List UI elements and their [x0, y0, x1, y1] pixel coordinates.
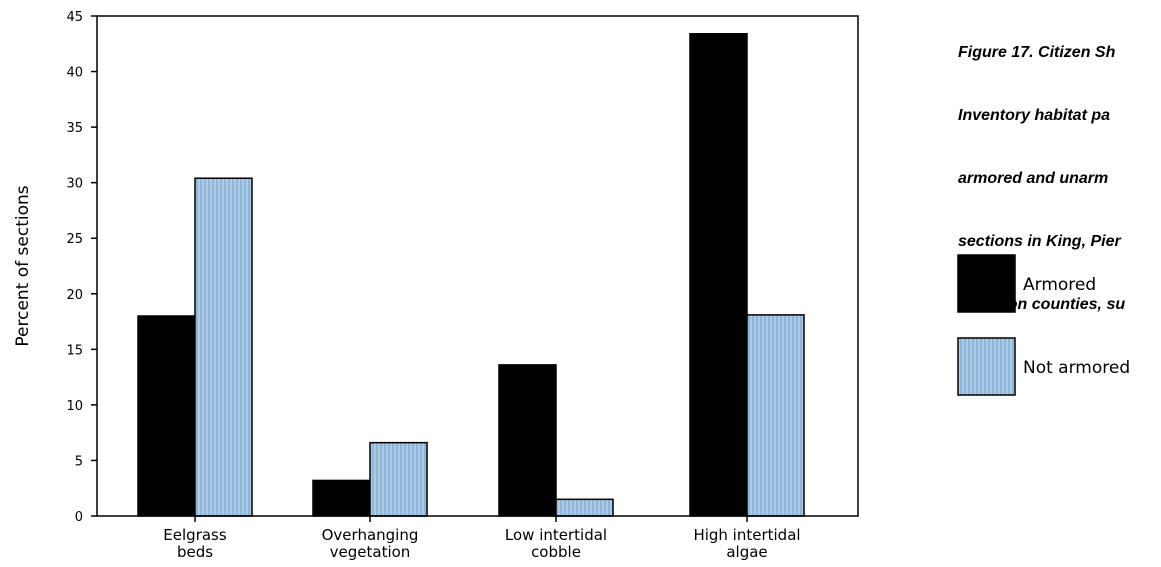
caption-line-1: Figure 17. Citizen Sh: [958, 44, 1116, 61]
x-category-label-1-1: vegetation: [330, 543, 411, 561]
legend-label-1: Not armored: [1023, 358, 1130, 378]
y-tick-label-20: 20: [66, 288, 83, 303]
y-tick-label-0: 0: [75, 510, 83, 525]
y-tick-label-15: 15: [66, 343, 83, 358]
plot-frame: [96, 15, 859, 517]
x-category-label-3-0: High intertidal: [693, 526, 800, 544]
legend-label-0: Armored: [1023, 275, 1096, 295]
legend-swatch-1: [957, 337, 1016, 396]
x-category-label-2-1: cobble: [531, 543, 581, 561]
bar-not-armored-2: [555, 498, 614, 517]
x-category-label-0-0: Eelgrass: [163, 526, 227, 544]
y-tick-label-35: 35: [66, 121, 83, 136]
x-category-label-2-0: Low intertidal: [505, 526, 607, 544]
bar-not-armored-3: [746, 314, 805, 517]
bars-layer: [137, 33, 805, 517]
caption-line-4: sections in King, Pier: [958, 233, 1121, 250]
bar-armored-2: [498, 364, 557, 517]
bar-armored-0: [137, 315, 196, 517]
y-axis-label: Percent of sections: [13, 185, 33, 346]
x-category-label-3-1: algae: [726, 543, 767, 561]
legend-swatch-0: [957, 254, 1016, 313]
axes-layer: [91, 15, 859, 522]
caption-line-2: Inventory habitat pa: [958, 107, 1111, 124]
x-category-label-1-0: Overhanging: [322, 526, 419, 544]
legend: Armored Not armored: [957, 254, 1130, 396]
y-tick-label-40: 40: [66, 66, 83, 81]
bar-armored-3: [689, 33, 748, 517]
y-tick-label-25: 25: [66, 232, 83, 247]
x-category-label-0-1: beds: [177, 543, 213, 561]
y-tick-label-45: 45: [66, 10, 83, 25]
y-tick-label-30: 30: [66, 177, 83, 192]
bar-not-armored-0: [194, 177, 253, 517]
caption-line-3: armored and unarm: [958, 170, 1109, 187]
y-tick-label-10: 10: [66, 399, 83, 414]
y-tick-label-5: 5: [75, 454, 83, 469]
bar-armored-1: [312, 479, 371, 517]
bar-not-armored-1: [369, 441, 428, 517]
